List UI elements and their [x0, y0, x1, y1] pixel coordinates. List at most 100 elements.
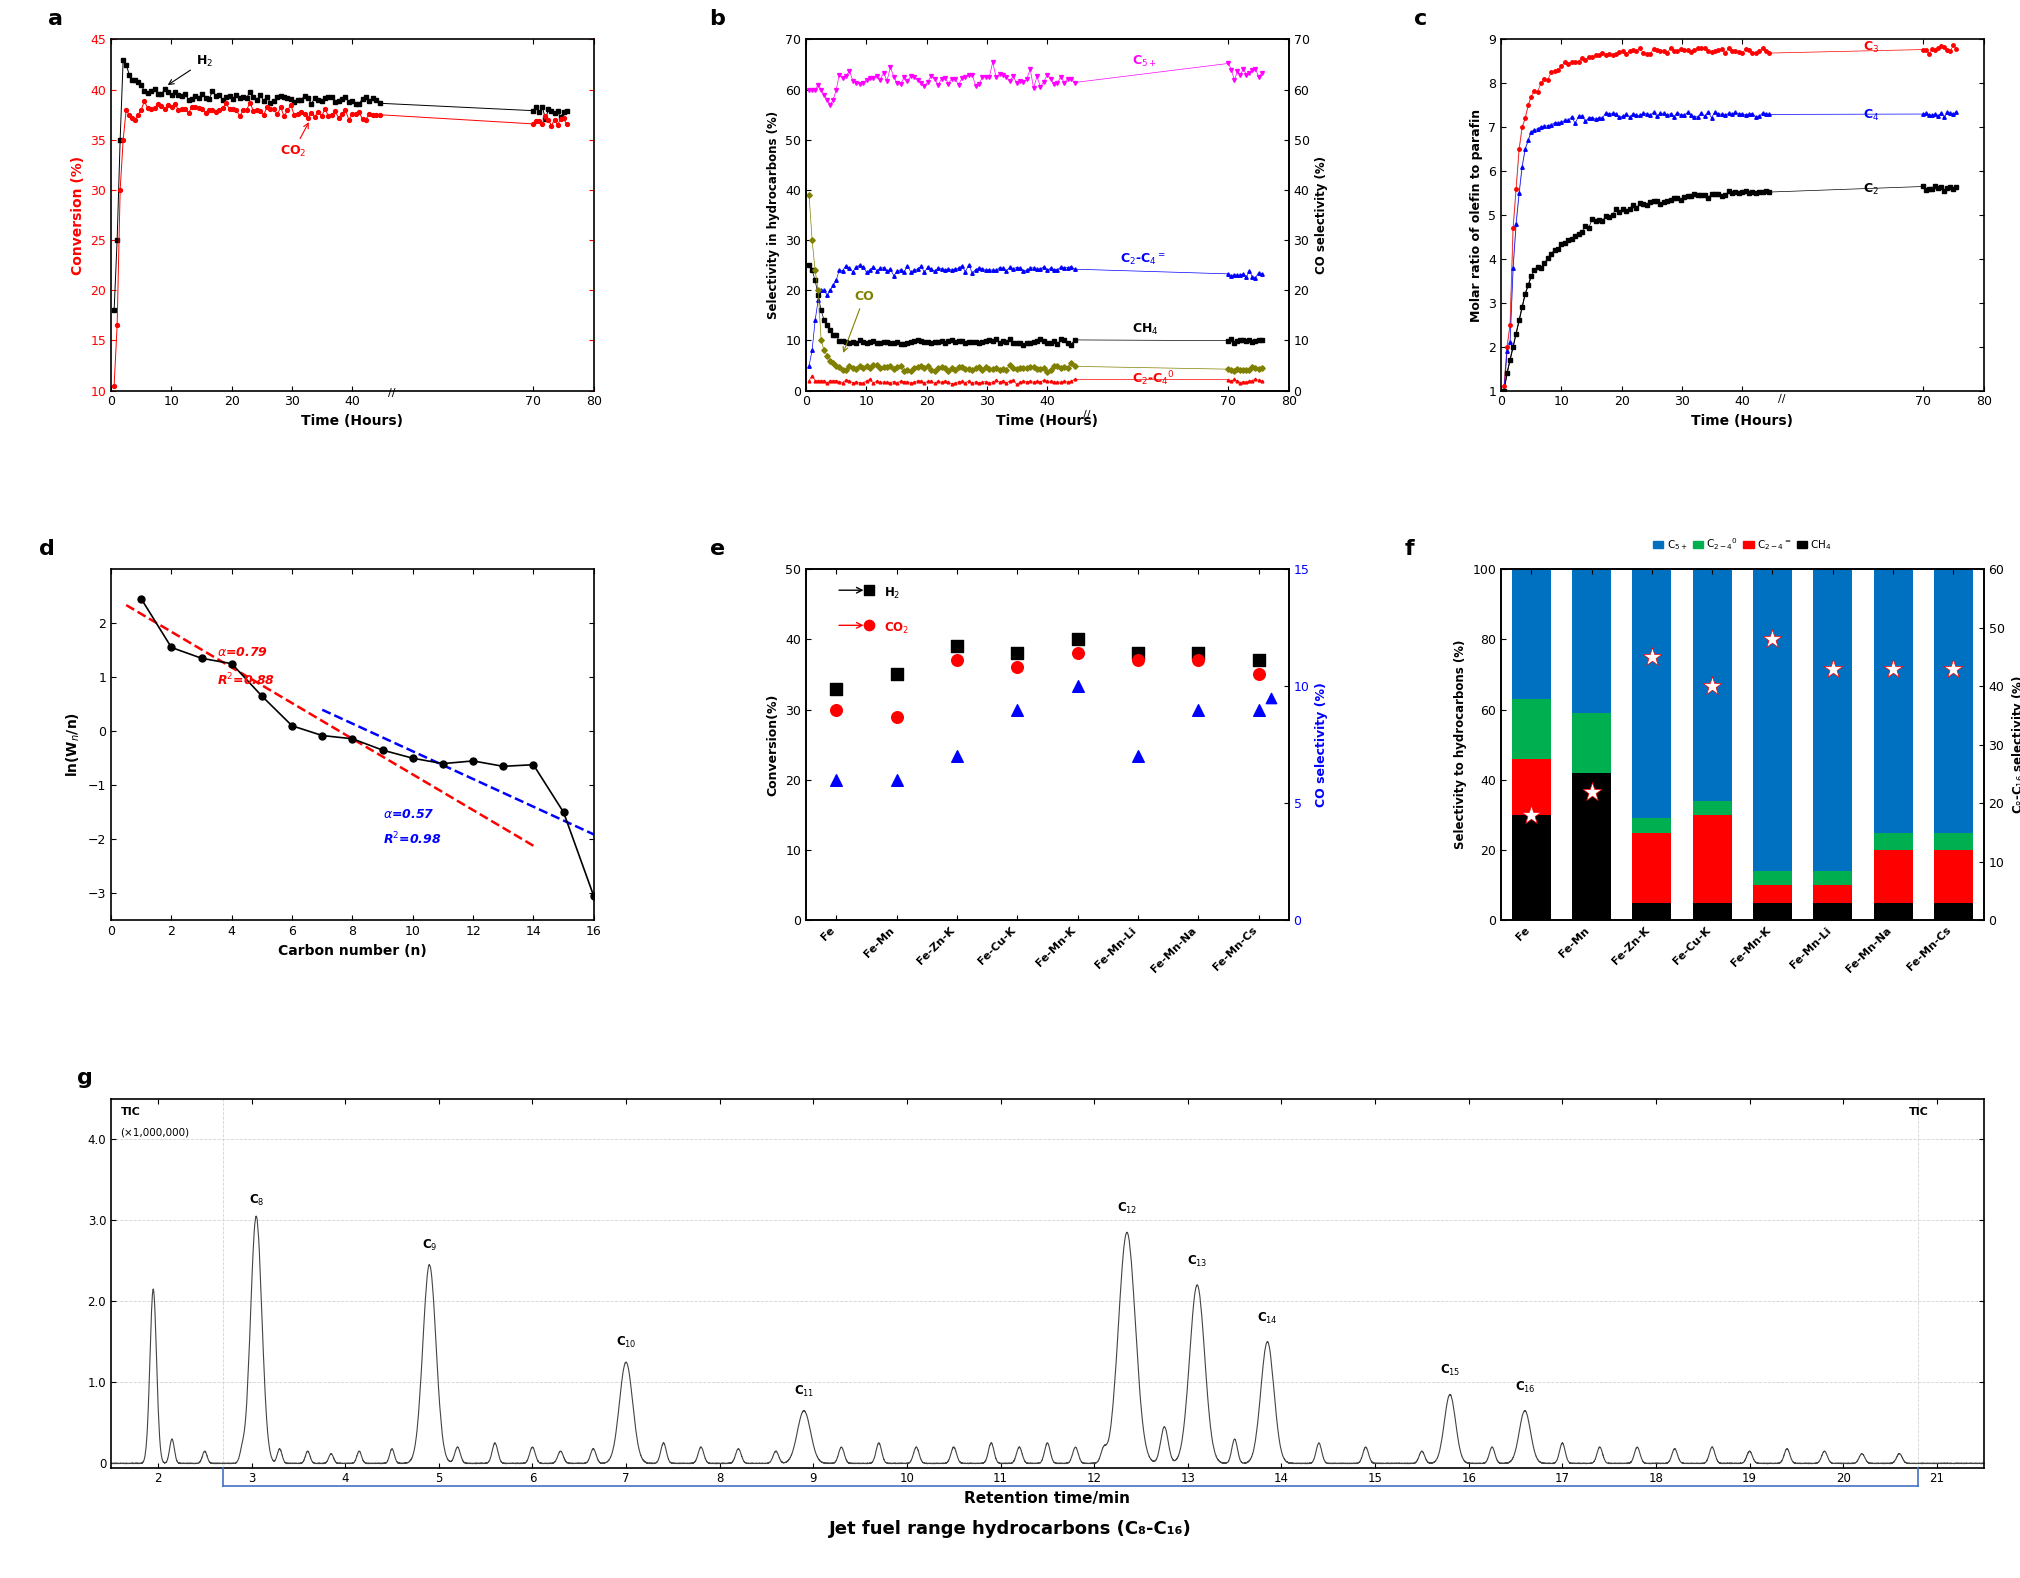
- Y-axis label: Molar ratio of olefin to parafin: Molar ratio of olefin to parafin: [1471, 109, 1483, 322]
- Text: H$_2$: H$_2$: [885, 585, 901, 601]
- Text: $\alpha$=0.79: $\alpha$=0.79: [216, 645, 269, 658]
- Point: [941, 743, 974, 768]
- Text: $\alpha$=0.57: $\alpha$=0.57: [382, 808, 434, 821]
- X-axis label: Carbon number (n): Carbon number (n): [279, 944, 426, 958]
- Bar: [1873, 570, 1913, 833]
- Bar: [1572, 570, 1612, 713]
- Text: TIC: TIC: [1909, 1108, 1929, 1117]
- Y-axis label: Selectivity in hydrocarbons (%): Selectivity in hydrocarbons (%): [768, 110, 780, 319]
- Bar: [1753, 871, 1792, 885]
- Text: a: a: [48, 9, 63, 30]
- Bar: [1873, 903, 1913, 920]
- Point: [1242, 649, 1275, 674]
- Bar: [1753, 570, 1792, 871]
- Point: [1937, 656, 1969, 682]
- Text: C$_{12}$: C$_{12}$: [1117, 1201, 1137, 1217]
- Text: CO: CO: [842, 290, 875, 352]
- Text: C$_{5+}$: C$_{5+}$: [1131, 54, 1157, 68]
- Bar: [1814, 903, 1852, 920]
- X-axis label: Time (Hours): Time (Hours): [301, 413, 404, 428]
- X-axis label: Time (Hours): Time (Hours): [996, 413, 1099, 428]
- Bar: [1572, 713, 1612, 773]
- Bar: [1753, 903, 1792, 920]
- Point: [1121, 641, 1153, 666]
- Y-axis label: Conversion (%): Conversion (%): [71, 156, 85, 275]
- Text: b: b: [709, 9, 725, 30]
- Text: //: //: [388, 388, 396, 398]
- Point: [820, 697, 852, 723]
- Text: C$_4$: C$_4$: [1862, 107, 1879, 123]
- Y-axis label: Conversion(%): Conversion(%): [768, 693, 780, 795]
- Bar: [1933, 833, 1974, 851]
- Legend: C$_{5+}$, C$_{2-4}$$^0$, C$_{2-4}$$^=$, CH$_4$: C$_{5+}$, C$_{2-4}$$^0$, C$_{2-4}$$^=$, …: [1648, 532, 1836, 555]
- Text: C$_2$-C$_4$$^0$: C$_2$-C$_4$$^0$: [1131, 369, 1174, 388]
- Bar: [1814, 570, 1852, 871]
- Text: C$_{15}$: C$_{15}$: [1440, 1363, 1460, 1379]
- Text: C$_{13}$: C$_{13}$: [1188, 1255, 1208, 1269]
- Point: [1002, 655, 1034, 680]
- Point: [820, 675, 852, 701]
- Text: CH$_4$: CH$_4$: [1131, 322, 1159, 338]
- Point: [1877, 656, 1909, 682]
- Point: [1254, 685, 1287, 710]
- X-axis label: Retention time/min: Retention time/min: [964, 1491, 1131, 1505]
- Text: //: //: [1083, 410, 1091, 420]
- Bar: [1632, 819, 1671, 833]
- Point: [852, 612, 885, 638]
- Point: [1755, 626, 1788, 652]
- Bar: [1693, 814, 1731, 903]
- Text: d: d: [38, 540, 55, 559]
- Text: C$_{16}$: C$_{16}$: [1515, 1379, 1535, 1395]
- Y-axis label: ln(W$_n$/n): ln(W$_n$/n): [65, 712, 83, 778]
- X-axis label: Time (Hours): Time (Hours): [1691, 413, 1794, 428]
- Point: [1242, 697, 1275, 723]
- Point: [1576, 780, 1608, 805]
- Bar: [1753, 885, 1792, 903]
- Point: [852, 578, 885, 603]
- Point: [1182, 649, 1214, 674]
- Point: [1697, 674, 1729, 699]
- Point: [820, 767, 852, 792]
- Bar: [1873, 851, 1913, 903]
- Text: C$_8$: C$_8$: [248, 1193, 265, 1209]
- Point: [1242, 661, 1275, 686]
- Bar: [1511, 759, 1551, 814]
- Point: [1060, 674, 1093, 699]
- Point: [881, 704, 913, 729]
- Point: [1636, 644, 1669, 669]
- Bar: [1511, 699, 1551, 759]
- Point: [1121, 649, 1153, 674]
- Bar: [1572, 773, 1612, 920]
- Text: //: //: [1778, 393, 1786, 404]
- Point: [881, 767, 913, 792]
- Point: [1182, 697, 1214, 723]
- Bar: [1511, 814, 1551, 920]
- Bar: [1693, 570, 1731, 802]
- Bar: [1933, 851, 1974, 903]
- Text: C$_3$: C$_3$: [1862, 39, 1879, 55]
- Y-axis label: CO selectivity (%): CO selectivity (%): [1315, 156, 1327, 275]
- Point: [941, 649, 974, 674]
- Text: c: c: [1414, 9, 1428, 30]
- Bar: [1814, 885, 1852, 903]
- Text: C$_2$: C$_2$: [1862, 181, 1879, 197]
- Text: R$^2$=0.88: R$^2$=0.88: [216, 672, 275, 688]
- Text: C$_{10}$: C$_{10}$: [616, 1335, 636, 1351]
- Point: [1060, 626, 1093, 652]
- Y-axis label: CO selectivity (%): CO selectivity (%): [1315, 682, 1327, 808]
- Text: C$_9$: C$_9$: [422, 1237, 436, 1253]
- Bar: [1632, 570, 1671, 819]
- Text: C$_{14}$: C$_{14}$: [1256, 1311, 1279, 1326]
- Point: [1121, 743, 1153, 768]
- Bar: [1693, 903, 1731, 920]
- Text: e: e: [709, 540, 725, 559]
- Text: R$^2$=0.98: R$^2$=0.98: [382, 832, 440, 847]
- Bar: [1511, 570, 1551, 699]
- Text: H$_2$: H$_2$: [170, 54, 212, 84]
- Y-axis label: C$_8$-C$_{16}$ selectivity (%): C$_8$-C$_{16}$ selectivity (%): [2010, 675, 2020, 814]
- Text: CO$_2$: CO$_2$: [281, 123, 309, 159]
- Text: (×1,000,000): (×1,000,000): [121, 1127, 190, 1138]
- Point: [1060, 641, 1093, 666]
- Text: C$_2$-C$_4$$^=$: C$_2$-C$_4$$^=$: [1119, 251, 1166, 267]
- Text: Jet fuel range hydrocarbons (C₈-C₁₆): Jet fuel range hydrocarbons (C₈-C₁₆): [828, 1520, 1192, 1537]
